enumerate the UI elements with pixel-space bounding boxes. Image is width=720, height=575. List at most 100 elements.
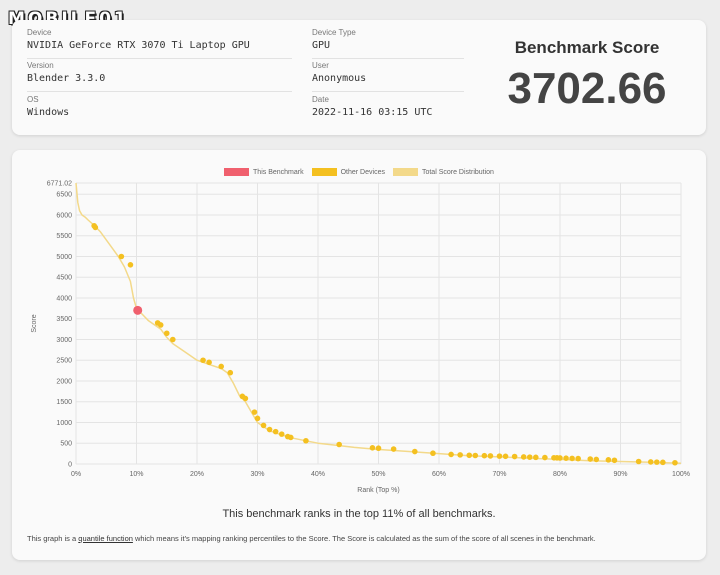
other-device-point bbox=[251, 409, 258, 415]
other-device-point bbox=[533, 454, 539, 461]
x-tick-label: 70% bbox=[492, 471, 506, 478]
other-device-point bbox=[520, 454, 527, 460]
other-device-point bbox=[563, 455, 569, 461]
other-device-point bbox=[369, 445, 376, 451]
other-device-point bbox=[481, 452, 488, 459]
other-device-point bbox=[127, 261, 134, 268]
other-device-point bbox=[672, 459, 678, 466]
x-tick-label: 50% bbox=[371, 471, 385, 478]
y-tick-label: 6500 bbox=[56, 192, 72, 199]
os-label: OS bbox=[27, 95, 39, 104]
other-device-point bbox=[511, 453, 518, 460]
footnote-text-before: This graph is a bbox=[27, 534, 79, 543]
other-device-point bbox=[487, 453, 494, 459]
other-device-point bbox=[200, 357, 206, 364]
other-device-point bbox=[605, 457, 612, 463]
legend-this-benchmark[interactable]: This Benchmark bbox=[224, 168, 304, 176]
other-device-point bbox=[375, 445, 382, 452]
other-device-point bbox=[647, 459, 654, 465]
version-value: Blender 3.3.0 bbox=[27, 73, 106, 84]
chart-footnote: This graph is a quantile function which … bbox=[27, 534, 697, 543]
other-device-point bbox=[496, 453, 503, 459]
x-tick-label: 60% bbox=[432, 471, 446, 478]
y-tick-label: 0 bbox=[68, 462, 72, 469]
other-device-point bbox=[266, 426, 273, 433]
other-device-point bbox=[278, 431, 285, 437]
other-device-point bbox=[635, 458, 642, 465]
quantile-chart[interactable]: 0 500 1000 1500 2000 2500 3000 3500 4000 4500 5000… bbox=[12, 150, 706, 500]
other-device-point bbox=[575, 455, 581, 462]
device-type-label: Device Type bbox=[312, 28, 356, 37]
y-axis-title: Score bbox=[31, 314, 38, 332]
other-device-point bbox=[557, 455, 563, 461]
y-tick-label: 2500 bbox=[56, 358, 72, 365]
legend-swatch-total-distribution bbox=[392, 168, 418, 176]
other-device-point bbox=[472, 452, 479, 459]
x-tick-label: 0% bbox=[71, 471, 81, 478]
x-tick-label: 40% bbox=[311, 471, 325, 478]
legend-other-devices[interactable]: Other Devices bbox=[311, 168, 385, 176]
other-device-point bbox=[466, 452, 473, 459]
other-device-point bbox=[457, 452, 463, 458]
device-type-field: Device Type GPU bbox=[312, 28, 464, 59]
version-field: Version Blender 3.3.0 bbox=[27, 61, 292, 92]
other-device-point bbox=[303, 437, 309, 444]
date-field: Date 2022-11-16 03:15 UTC bbox=[312, 95, 464, 126]
other-device-point bbox=[157, 322, 164, 328]
other-device-point bbox=[92, 224, 99, 231]
x-tick-label: 80% bbox=[553, 471, 567, 478]
y-tick-label: 1500 bbox=[56, 399, 72, 406]
other-device-point bbox=[660, 459, 666, 466]
x-axis-title: Rank (Top %) bbox=[357, 487, 399, 494]
score-distribution-card: This Benchmark Other Devices Total Score… bbox=[12, 150, 706, 560]
other-device-point bbox=[390, 446, 397, 452]
rank-summary: This benchmark ranks in the top 11% of a… bbox=[222, 508, 496, 520]
y-tick-label: 4500 bbox=[56, 275, 72, 282]
os-value: Windows bbox=[27, 107, 70, 118]
device-type-value: GPU bbox=[312, 40, 331, 51]
other-device-point bbox=[569, 455, 575, 462]
other-device-point bbox=[430, 450, 436, 457]
user-field: User Anonymous bbox=[312, 61, 464, 92]
other-device-point bbox=[242, 395, 249, 402]
legend-label-other-devices: Other Devices bbox=[340, 168, 385, 176]
other-device-point bbox=[448, 451, 454, 458]
legend-total-distribution[interactable]: Total Score Distribution bbox=[392, 168, 494, 176]
legend-label-this-benchmark: This Benchmark bbox=[253, 168, 304, 176]
x-tick-label: 30% bbox=[250, 471, 264, 478]
other-device-point bbox=[260, 422, 267, 429]
benchmark-score-value: 3702.66 bbox=[507, 64, 667, 113]
device-field: Device NVIDIA GeForce RTX 3070 Ti Laptop… bbox=[27, 28, 292, 59]
other-device-point bbox=[654, 459, 660, 465]
legend-swatch-this-benchmark bbox=[224, 168, 250, 176]
other-device-point bbox=[118, 253, 125, 260]
benchmark-score-title: Benchmark Score bbox=[514, 38, 660, 57]
other-device-point bbox=[587, 456, 594, 462]
other-device-point bbox=[336, 441, 342, 448]
y-tick-label: 6000 bbox=[56, 212, 72, 219]
y-tick-label: 3000 bbox=[56, 337, 72, 344]
other-device-point bbox=[206, 359, 212, 366]
other-device-point bbox=[272, 428, 279, 435]
other-device-point bbox=[254, 415, 261, 422]
quantile-function-link[interactable]: quantile function bbox=[78, 534, 133, 543]
other-device-point bbox=[542, 454, 548, 461]
y-tick-label: 1000 bbox=[56, 420, 72, 427]
other-device-point bbox=[218, 363, 224, 370]
other-device-point bbox=[593, 456, 600, 463]
date-value: 2022-11-16 03:15 UTC bbox=[312, 107, 433, 118]
other-device-point bbox=[412, 448, 418, 455]
y-tick-label: 4000 bbox=[56, 295, 72, 302]
x-tick-label: 90% bbox=[613, 471, 627, 478]
device-label: Device bbox=[27, 28, 52, 37]
x-tick-label: 10% bbox=[129, 471, 143, 478]
other-device-point bbox=[163, 330, 170, 337]
chart-legend: This Benchmark Other Devices Total Score… bbox=[12, 168, 706, 176]
y-tick-label: 6771.02 bbox=[47, 181, 72, 188]
footnote-text-after: which means it's mapping ranking percent… bbox=[132, 534, 596, 543]
x-tick-label: 20% bbox=[190, 471, 204, 478]
other-device-point bbox=[611, 457, 618, 464]
y-tick-label: 2000 bbox=[56, 378, 72, 385]
legend-swatch-other-devices bbox=[311, 168, 337, 176]
this-benchmark-point bbox=[133, 305, 143, 315]
